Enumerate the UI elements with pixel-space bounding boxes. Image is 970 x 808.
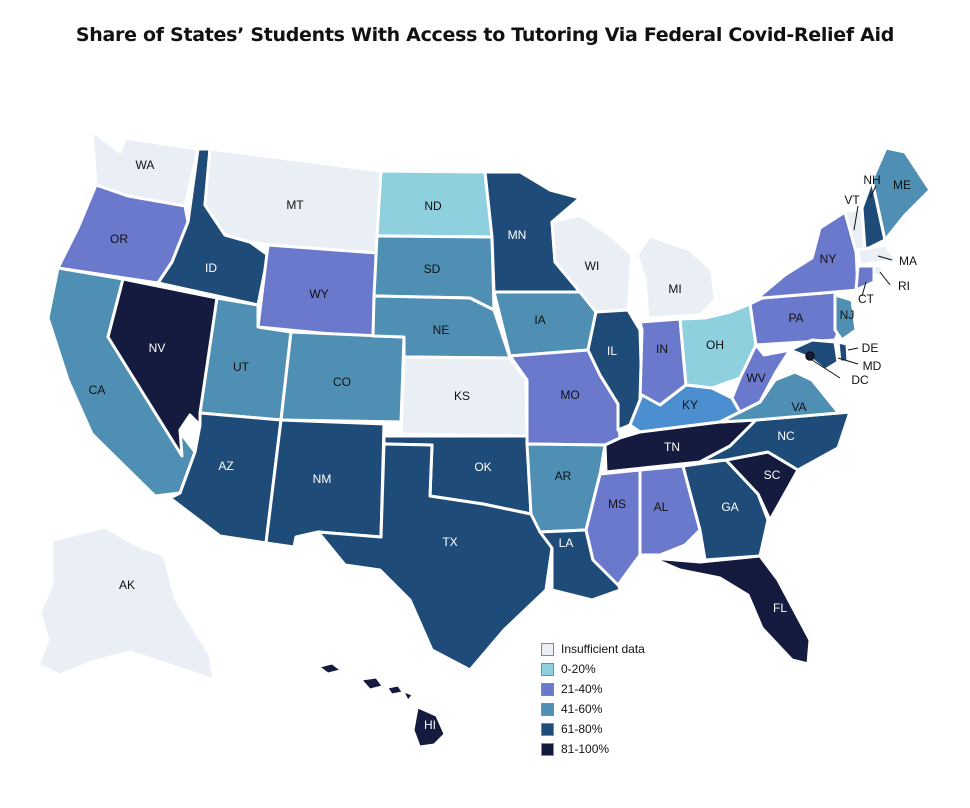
label-IA: IA (534, 313, 545, 327)
label-GA: GA (721, 500, 738, 514)
state-AZ (168, 411, 283, 545)
label-UT: UT (233, 360, 250, 374)
label-RI: RI (898, 279, 910, 293)
legend-label: 41-60% (561, 702, 603, 716)
state-CT (854, 264, 876, 292)
state-MI (635, 234, 717, 320)
legend-swatch (541, 702, 554, 716)
label-FL: FL (773, 601, 787, 615)
legend-label: 61-80% (561, 722, 603, 736)
label-AZ: AZ (218, 459, 233, 473)
label-NE: NE (433, 323, 450, 337)
label-SC: SC (764, 468, 781, 482)
legend-swatch (541, 742, 554, 756)
label-CT: CT (858, 292, 875, 306)
legend-label: Insufficient data (561, 642, 645, 656)
state-NC (698, 410, 852, 472)
legend-item-insufficient: Insufficient data (541, 639, 645, 659)
legend-label: 81-100% (561, 742, 610, 756)
label-AR: AR (555, 469, 572, 483)
legend-item-41-60: 41-60% (541, 699, 645, 719)
legend-item-61-80: 61-80% (541, 719, 645, 739)
state-IL (586, 308, 644, 432)
label-MN: MN (508, 228, 527, 242)
state-FL (650, 554, 812, 666)
state-AK (36, 525, 216, 682)
label-OH: OH (706, 338, 724, 352)
label-TX: TX (442, 535, 457, 549)
state-DE (836, 340, 850, 364)
label-CO: CO (333, 375, 351, 389)
legend-label: 0-20% (561, 662, 596, 676)
state-HI (319, 663, 445, 747)
state-MA (856, 243, 900, 267)
label-leaders (811, 185, 893, 379)
label-AK: AK (119, 578, 135, 592)
label-NY: NY (820, 252, 837, 266)
label-MT: MT (286, 198, 304, 212)
label-IL: IL (607, 344, 617, 358)
label-OK: OK (474, 460, 491, 474)
map-legend: Insufficient data 0-20% 21-40% 41-60% 61… (541, 639, 645, 759)
label-MD: MD (863, 359, 882, 373)
label-TN: TN (664, 440, 680, 454)
label-NH: NH (863, 173, 880, 187)
state-DC (805, 351, 815, 361)
label-KS: KS (454, 389, 470, 403)
legend-label: 21-40% (561, 682, 603, 696)
label-PA: PA (788, 311, 803, 325)
label-ND: ND (424, 199, 442, 213)
label-DC: DC (851, 373, 869, 387)
map-title: Share of States’ Students With Access to… (75, 24, 895, 46)
label-WA: WA (136, 158, 155, 172)
label-ME: ME (893, 178, 911, 192)
state-ME (870, 146, 932, 242)
label-WI: WI (585, 259, 600, 273)
state-NY (753, 210, 860, 302)
label-KY: KY (682, 398, 698, 412)
legend-item-0-20: 0-20% (541, 659, 645, 679)
label-NM: NM (313, 472, 332, 486)
label-OR: OR (110, 232, 128, 246)
label-NJ: NJ (840, 308, 855, 322)
label-HI: HI (424, 718, 436, 732)
label-ID: ID (205, 261, 217, 275)
label-MA: MA (899, 254, 917, 268)
label-MO: MO (560, 388, 579, 402)
legend-swatch (541, 642, 554, 656)
legend-swatch (541, 682, 554, 696)
legend-item-81-100: 81-100% (541, 739, 645, 759)
label-NC: NC (777, 429, 795, 443)
label-DE: DE (862, 341, 879, 355)
label-SD: SD (424, 262, 441, 276)
legend-swatch (541, 722, 554, 736)
label-CA: CA (89, 383, 106, 397)
label-VT: VT (844, 193, 860, 207)
label-IN: IN (656, 342, 668, 356)
label-WY: WY (309, 287, 328, 301)
state-TX (316, 442, 554, 672)
label-AL: AL (654, 500, 669, 514)
legend-item-21-40: 21-40% (541, 679, 645, 699)
legend-swatch (541, 662, 554, 676)
label-NV: NV (149, 341, 166, 355)
label-LA: LA (559, 536, 574, 550)
state-NJ (833, 293, 858, 342)
label-VA: VA (791, 400, 806, 414)
state-labels: WA OR CA NV ID MT WY UT CO AZ NM ND SD N… (89, 158, 917, 732)
label-MI: MI (668, 282, 681, 296)
label-MS: MS (608, 497, 626, 511)
label-WV: WV (746, 371, 765, 385)
